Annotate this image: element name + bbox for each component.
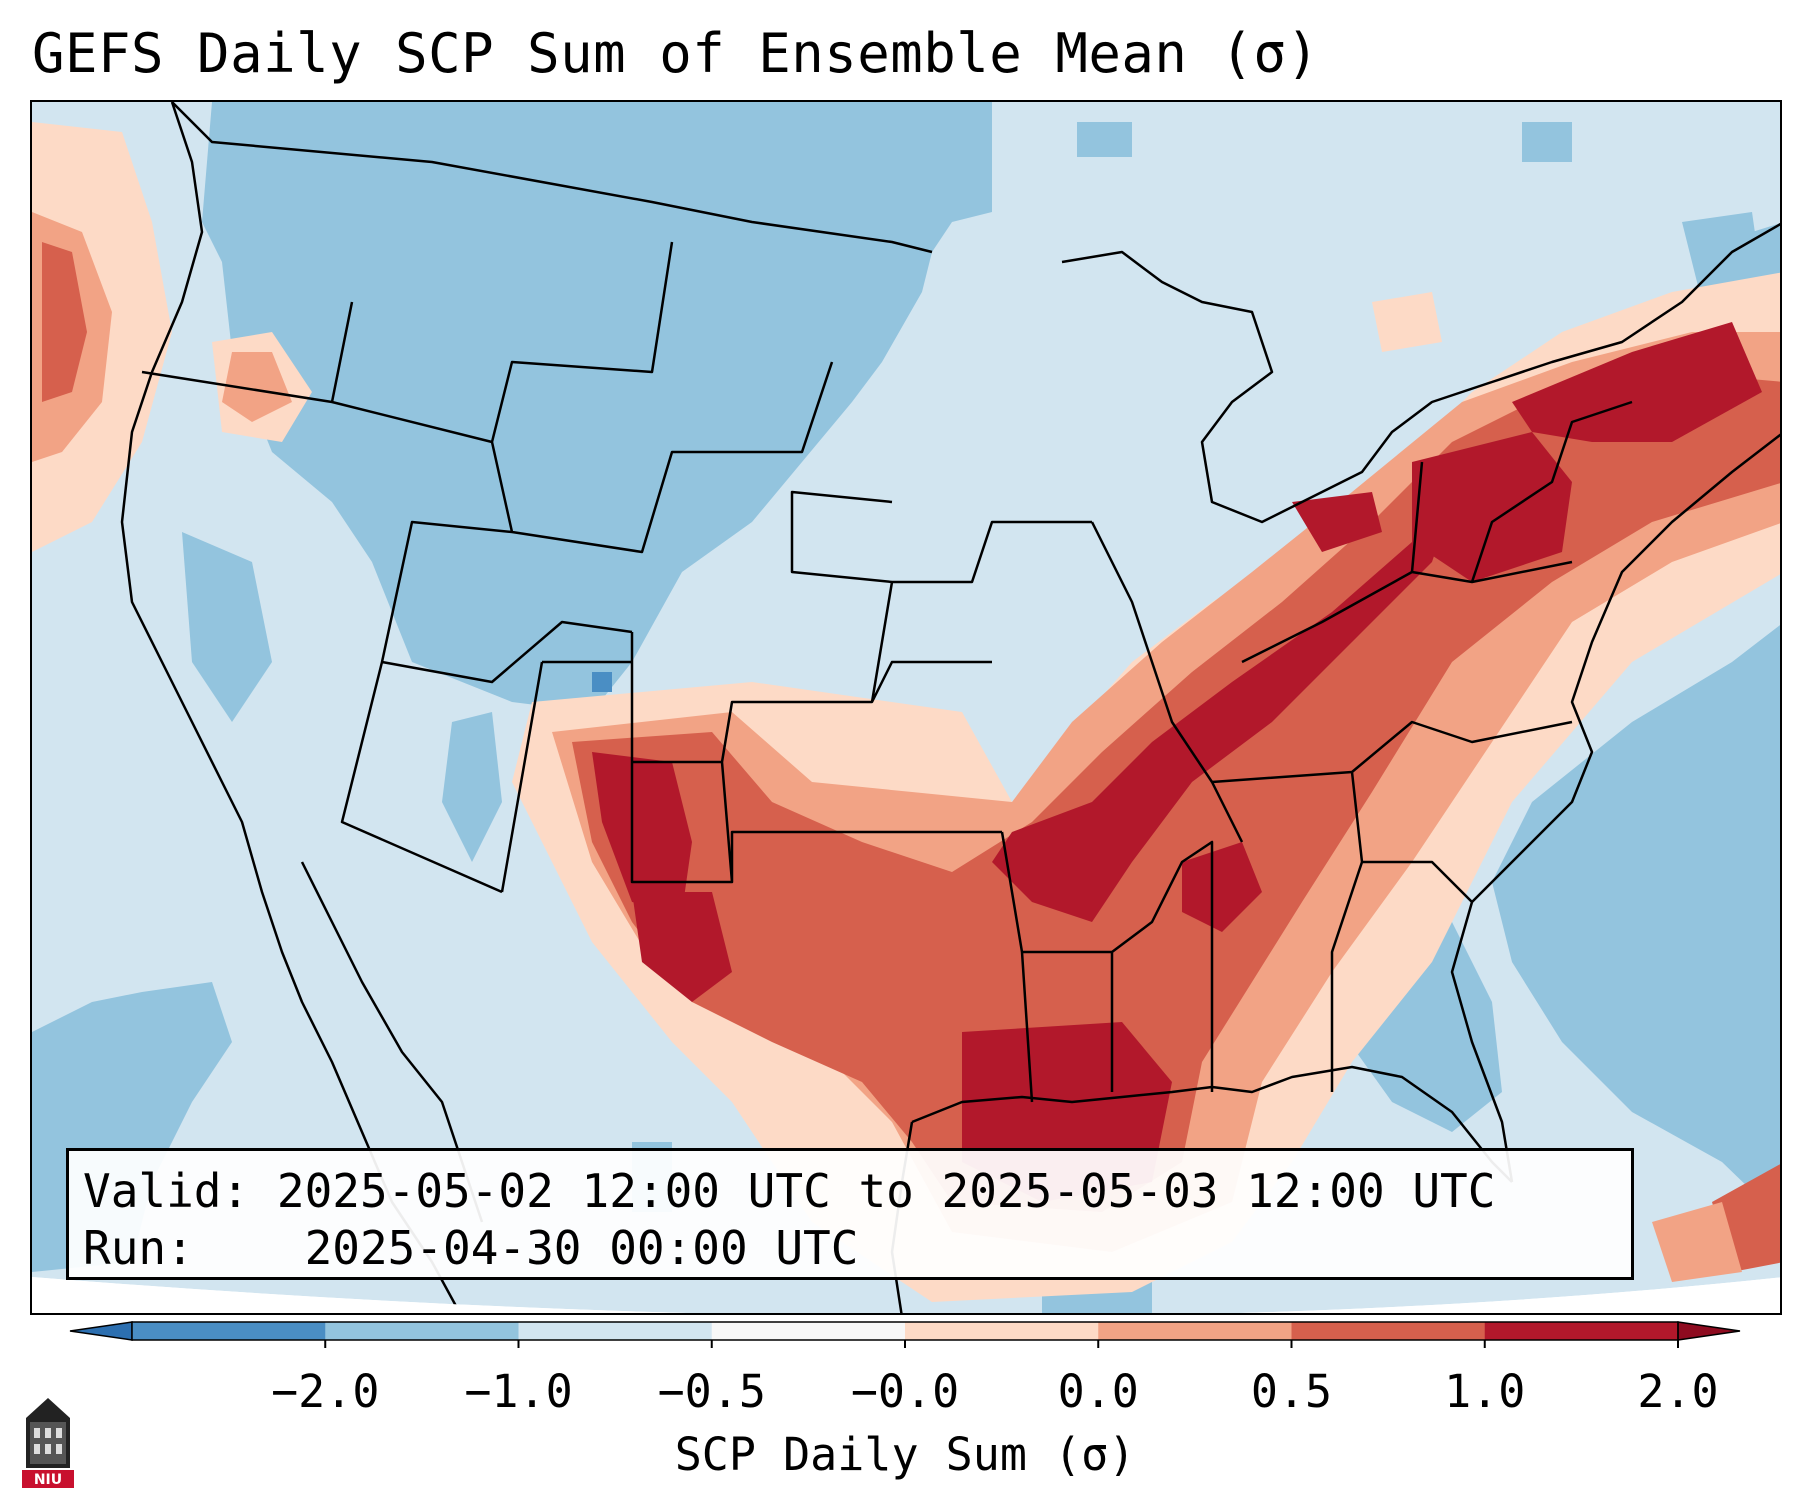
strong-negative-pixel <box>592 672 612 692</box>
colorbar-tick-label: 2.0 <box>1637 1365 1719 1418</box>
run-label: Run: <box>83 1221 194 1275</box>
west-coastline <box>120 102 462 1313</box>
valid-run-info-box: Valid: 2025-05-02 12:00 UTC to 2025-05-0… <box>66 1148 1634 1280</box>
colorbar-segment <box>518 1322 713 1340</box>
gulf-coastline <box>911 1065 1513 1183</box>
canada-border-west <box>171 102 933 254</box>
colorbar-over-extension <box>1677 1321 1741 1341</box>
colorbar-tick-label: −2.0 <box>271 1365 380 1418</box>
state-boundaries-central <box>630 490 1214 1103</box>
colorbar-label: SCP Daily Sum (σ) <box>674 1428 1136 1481</box>
colorbar-tick-label: −1.0 <box>464 1365 573 1418</box>
chart-title: GEFS Daily SCP Sum of Ensemble Mean (σ) <box>32 22 1320 85</box>
colorbar-tick-label: −0.5 <box>657 1365 766 1418</box>
niu-seal-icon <box>22 1398 74 1488</box>
colorbar-segment <box>1484 1322 1679 1340</box>
great-lakes-shore <box>1061 222 1780 524</box>
colorbar-tick-label: 1.0 <box>1444 1365 1526 1418</box>
east-coastline <box>1450 433 1780 1183</box>
valid-value: 2025-05-02 12:00 UTC to 2025-05-03 12:00… <box>276 1164 1496 1218</box>
colorbar-segment <box>905 1322 1099 1340</box>
colorbar-tick-label: −0.0 <box>850 1365 960 1418</box>
colorbar-segment <box>1291 1322 1486 1340</box>
scp-field-map <box>32 102 1780 1313</box>
colorbar-segment <box>132 1322 326 1340</box>
colorbar-tick-label: 0.0 <box>1057 1365 1139 1418</box>
run-value: 2025-04-30 00:00 UTC <box>304 1221 859 1275</box>
state-boundaries-west <box>141 241 834 894</box>
colorbar-svg <box>69 1321 1741 1348</box>
projection-edge-mask <box>32 1277 1780 1313</box>
valid-label: Valid: <box>83 1164 250 1218</box>
colorbar-segment <box>1098 1322 1292 1340</box>
colorbar-segment <box>325 1322 519 1340</box>
colorbar: −2.0 −1.0 −0.5 −0.0 0.0 0.5 1.0 2.0 SCP Daily S… <box>69 1318 1741 1481</box>
colorbar-segment <box>711 1322 906 1340</box>
niu-logo-text: NIU <box>33 1472 63 1488</box>
map-panel <box>30 100 1782 1315</box>
colorbar-under-extension <box>69 1321 133 1341</box>
niu-logo: NIU <box>18 1390 78 1490</box>
state-boundaries-east <box>1090 400 1633 1092</box>
colorbar-tick-label: 0.5 <box>1250 1365 1333 1418</box>
